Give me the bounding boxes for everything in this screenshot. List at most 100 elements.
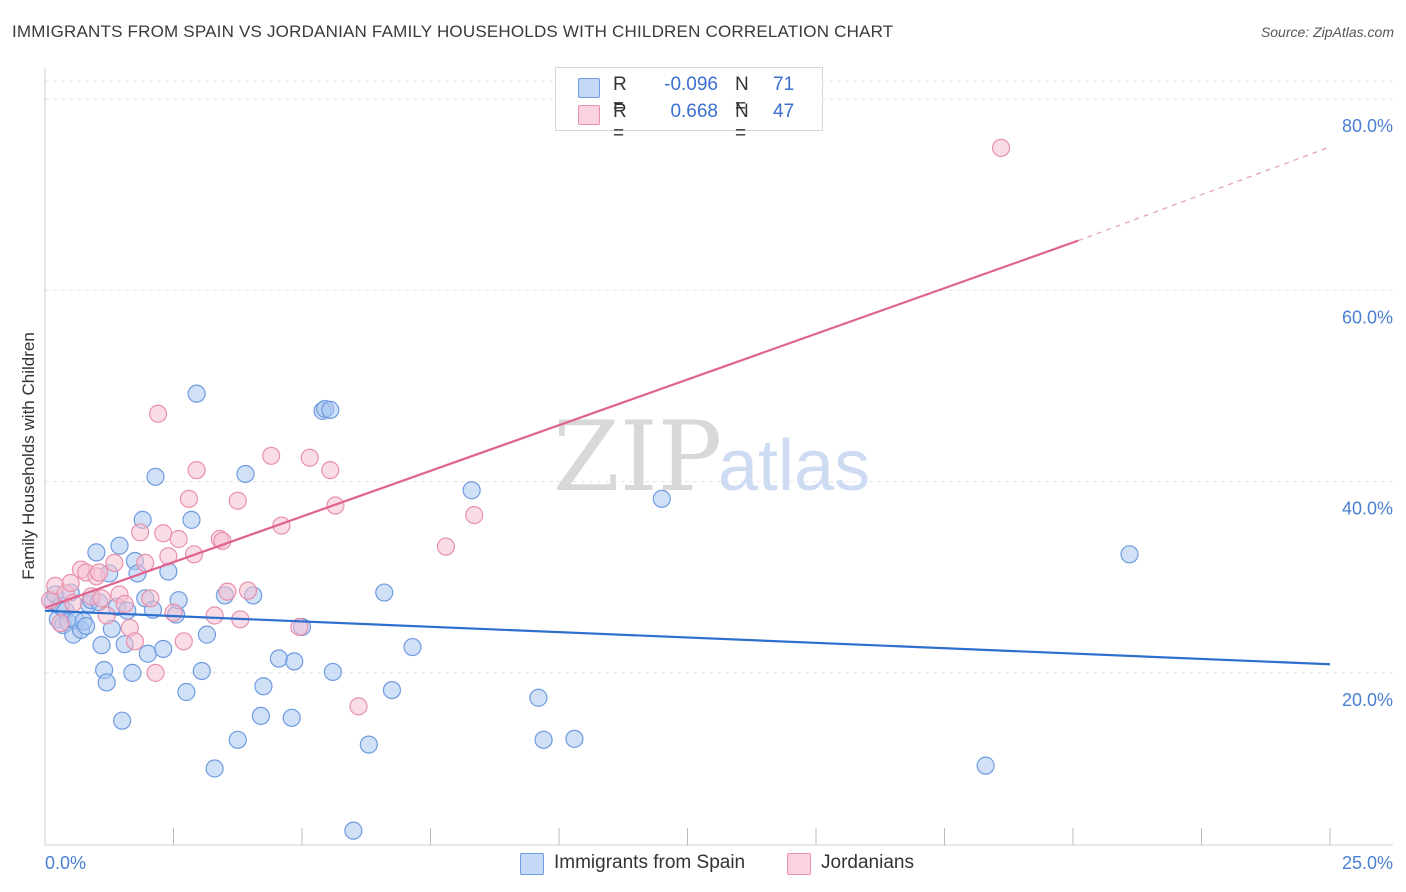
legend-swatch-pink — [578, 105, 600, 125]
data-point — [565, 729, 584, 748]
data-point — [123, 663, 142, 682]
data-point — [112, 711, 132, 730]
legend-r-label: R = — [613, 101, 627, 144]
watermark-zip: ZIP — [553, 401, 722, 513]
data-point — [375, 583, 394, 602]
series-immigrants-from-spain — [43, 384, 1139, 840]
data-point — [115, 594, 134, 614]
data-point — [290, 617, 309, 637]
data-point — [262, 446, 281, 465]
y-tick-labels: 20.0% 40.0% 60.0% 80.0% — [1342, 116, 1393, 710]
data-point — [382, 680, 402, 700]
chart-title: IMMIGRANTS FROM SPAIN VS JORDANIAN FAMIL… — [12, 22, 894, 41]
x-tick-label: 25.0% — [1342, 853, 1393, 873]
data-point — [89, 563, 109, 582]
data-point — [164, 603, 183, 622]
data-point — [205, 759, 224, 778]
legend-n-label: N = — [735, 101, 749, 144]
data-point — [321, 400, 340, 420]
data-point — [228, 730, 247, 749]
data-point — [359, 735, 378, 754]
data-point — [187, 384, 206, 403]
data-point — [148, 404, 168, 423]
data-point — [92, 589, 111, 608]
y-tick-label: 20.0% — [1342, 690, 1393, 710]
data-point — [179, 489, 199, 508]
data-point — [182, 510, 201, 529]
y-tick-label: 80.0% — [1342, 116, 1393, 136]
legend-swatch-blue — [520, 853, 544, 875]
data-point — [138, 644, 157, 663]
legend-swatch-blue — [578, 78, 600, 98]
data-point — [534, 730, 553, 749]
data-point — [97, 673, 116, 692]
trendline-blue — [44, 609, 1331, 666]
data-point — [110, 536, 129, 555]
source-label: Source: ZipAtlas.com — [1260, 24, 1394, 40]
data-point — [146, 467, 165, 486]
data-point — [403, 637, 422, 657]
legend-swatch-pink — [787, 853, 811, 875]
x-tick-label: 0.0% — [45, 853, 86, 873]
data-point — [285, 652, 304, 671]
watermark-atlas: atlas — [718, 426, 870, 506]
y-tick-label: 40.0% — [1342, 499, 1393, 519]
trendlines — [44, 146, 1331, 666]
data-point — [197, 625, 217, 644]
legend-r-value: 0.668 — [670, 101, 718, 122]
data-point — [130, 523, 150, 542]
correlation-legend: R = -0.096 N = 71 R = 0.668 N = 47 — [555, 67, 823, 144]
legend-r-label: R = — [613, 74, 627, 117]
data-point — [154, 639, 173, 659]
legend-n-value: 47 — [773, 101, 795, 122]
data-point — [238, 581, 258, 600]
y-axis-label: Family Households with Children — [19, 332, 38, 580]
data-point — [105, 553, 124, 573]
legend-label: Jordanians — [821, 852, 914, 873]
data-point — [87, 543, 106, 562]
data-point — [323, 662, 342, 682]
x-tick-labels: 0.0% 25.0% — [45, 853, 1393, 873]
legend-n-label: N = — [735, 74, 749, 117]
trendline-pink — [44, 239, 1079, 609]
data-point — [61, 573, 80, 593]
axes — [44, 68, 1393, 846]
data-point — [269, 649, 288, 668]
data-point — [652, 489, 671, 508]
data-point — [192, 661, 211, 681]
data-point — [154, 524, 173, 543]
data-point — [177, 682, 196, 702]
data-point — [344, 821, 363, 840]
data-point — [92, 636, 111, 655]
data-point — [321, 461, 340, 480]
data-point — [228, 491, 247, 510]
data-point — [187, 461, 206, 480]
data-point — [251, 706, 270, 726]
data-point — [1120, 545, 1139, 564]
data-point — [465, 505, 484, 525]
data-point — [349, 697, 368, 716]
data-point — [282, 708, 301, 727]
data-point — [51, 614, 70, 633]
data-point — [462, 481, 481, 500]
data-point — [174, 632, 193, 651]
data-point — [125, 632, 145, 651]
data-point — [77, 616, 96, 636]
data-point — [436, 537, 456, 556]
legend-label: Immigrants from Spain — [554, 852, 746, 873]
data-point — [146, 663, 165, 682]
data-point — [218, 582, 237, 601]
trendline-extension — [1077, 146, 1331, 242]
data-point — [97, 606, 116, 625]
series-legend: Immigrants from Spain Jordanians — [0, 851, 1406, 879]
data-point — [300, 448, 319, 467]
y-tick-label: 60.0% — [1342, 307, 1393, 327]
data-point — [976, 756, 995, 775]
legend-n-value: 71 — [773, 74, 795, 95]
data-point — [141, 589, 160, 608]
data-point — [205, 606, 224, 625]
data-point — [991, 138, 1011, 157]
data-point — [236, 464, 255, 484]
data-point — [254, 677, 273, 696]
